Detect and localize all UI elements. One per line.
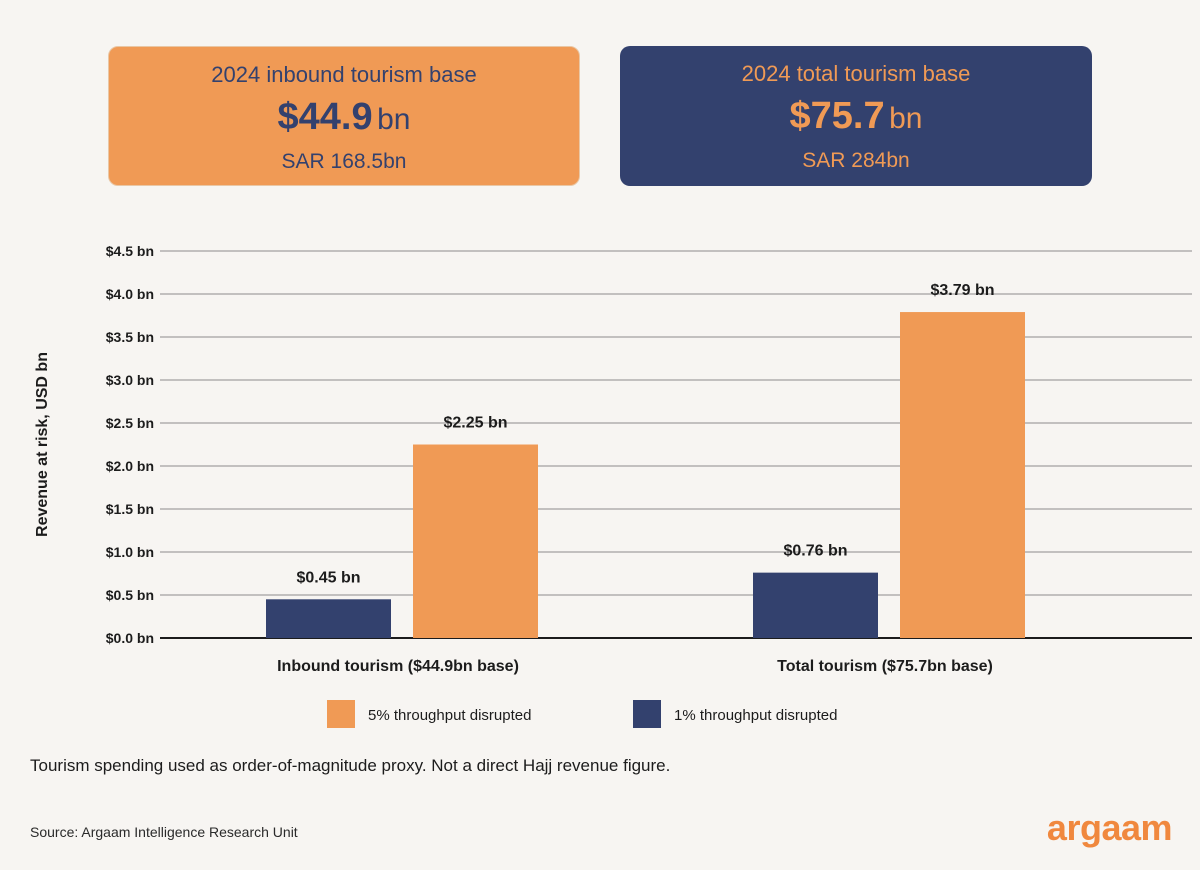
y-tick-label: $4.0 bn (106, 286, 154, 302)
card-value-unit: bn (377, 103, 411, 136)
y-tick-label: $4.5 bn (106, 243, 154, 259)
y-tick-label: $2.0 bn (106, 458, 154, 474)
bar (413, 444, 538, 638)
argaam-logo: argaam (1046, 807, 1173, 848)
y-tick-label: $3.5 bn (106, 329, 154, 345)
data-label: $0.45 bn (296, 569, 360, 586)
data-label: $0.76 bn (783, 543, 847, 560)
legend-label: 1% throughput disrupted (674, 707, 837, 724)
legend-swatch (633, 700, 661, 728)
data-label: $2.25 bn (443, 415, 507, 432)
legend-label: 5% throughput disrupted (368, 707, 531, 724)
card-value-number: $75.7 (789, 95, 885, 137)
legend-swatch (327, 700, 355, 728)
source-text: Source: Argaam Intelligence Research Uni… (30, 824, 298, 840)
y-axis-title: Revenue at risk, USD bn (34, 352, 51, 537)
card-value: $75.7 bn (620, 94, 1092, 146)
category-label: Total tourism ($75.7bn base) (777, 658, 993, 675)
card-title: 2024 total tourism base (741, 61, 971, 86)
bar (266, 599, 391, 638)
card-subtitle: SAR 284bn (802, 149, 910, 172)
bar-chart: $0.0 bn $0.5 bn $1.0 bn $1.5 bn $2.0 bn $2.5 … (34, 243, 1192, 728)
y-tick-label: $1.0 bn (106, 544, 154, 560)
card-subtitle: SAR 168.5bn (281, 150, 407, 173)
bar (753, 572, 878, 638)
card-title: 2024 inbound tourism base (211, 62, 477, 87)
card-value-number: $44.9 (277, 96, 373, 138)
card-value: $44.9 bn (109, 95, 579, 147)
y-tick-label: $1.5 bn (106, 501, 154, 517)
total-base-card: 2024 total tourism base $75.7 bn SAR 284… (620, 46, 1092, 186)
bar (900, 312, 1025, 638)
y-tick-label: $0.0 bn (106, 630, 154, 646)
inbound-base-card: 2024 inbound tourism base $44.9 bn SAR 1… (108, 46, 580, 186)
y-tick-label: $0.5 bn (106, 587, 154, 603)
y-tick-label: $2.5 bn (106, 415, 154, 431)
footnote: Tourism spending used as order-of-magnit… (30, 756, 671, 775)
card-value-unit: bn (889, 102, 923, 135)
category-label: Inbound tourism ($44.9bn base) (277, 658, 519, 675)
y-tick-label: $3.0 bn (106, 372, 154, 388)
data-label: $3.79 bn (930, 282, 994, 299)
